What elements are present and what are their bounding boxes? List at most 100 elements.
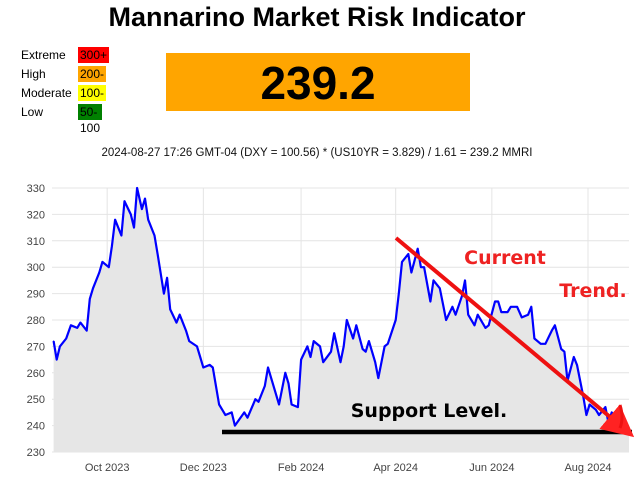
data-point [377,377,379,379]
data-point [346,319,348,321]
annotation-current: Current [464,247,546,269]
data-point [585,414,588,416]
data-point [218,403,220,406]
data-point [361,348,364,350]
data-point [136,187,138,189]
data-point [76,327,78,329]
data-point [246,417,249,419]
data-point [467,314,469,316]
data-point [554,324,556,326]
data-point [196,345,198,347]
data-point [221,409,223,411]
data-point [477,314,479,316]
trend-arrow [394,236,634,438]
data-point [147,219,149,221]
data-point [352,337,354,340]
x-tick-label: Aug 2024 [564,462,611,474]
data-point [604,406,606,408]
data-point [510,306,512,308]
data-point [185,329,187,332]
data-point [384,345,386,347]
data-point [313,340,315,342]
data-point [291,403,293,406]
series-area [53,188,630,452]
data-point [169,308,171,311]
series-points [52,187,630,432]
data-point [330,351,332,353]
data-point [588,403,591,406]
data-point [212,366,214,369]
data-point [89,298,91,300]
legend-label-high: High [21,67,46,81]
y-tick-label: 240 [27,421,45,433]
data-point [355,324,357,326]
data-point [123,200,126,202]
data-point [563,351,565,353]
data-point [188,340,190,342]
y-tick-label: 330 [27,183,45,195]
data-point [401,261,403,263]
data-point [278,403,280,406]
data-point [306,345,308,347]
y-tick-label: 230 [27,447,45,459]
data-point [130,213,132,215]
y-tick-label: 250 [27,394,45,406]
y-tick-label: 280 [27,315,45,327]
data-point [92,287,94,289]
y-axis-ticks: 230 240 250 260 270 280 290 300 310 320 330 [27,183,45,459]
data-point [133,227,135,229]
data-point [429,300,431,303]
data-point [432,279,435,281]
data-point [595,409,597,411]
current-value-box: 239.2 [166,53,470,111]
data-point [59,345,61,347]
data-point [175,322,178,324]
data-point [395,319,397,321]
data-point [530,306,532,308]
legend-label-extreme: Extreme [21,48,66,62]
data-point [163,293,165,295]
x-tick-label: Oct 2023 [85,462,130,474]
data-point [275,393,277,395]
data-point [234,425,236,427]
data-point [254,398,256,400]
data-point [333,332,335,334]
data-point [374,361,376,363]
data-point [144,197,146,200]
data-point [343,345,345,347]
y-tick-label: 300 [27,262,45,274]
x-tick-label: Apr 2024 [373,462,418,474]
x-tick-label: Dec 2023 [180,462,227,474]
data-point [387,343,389,345]
data-point [231,411,233,413]
data-point [473,324,476,326]
data-point [224,414,227,416]
data-point [410,271,413,274]
data-point [153,234,156,237]
data-point [417,248,419,250]
annotation-support: Support Level. [351,400,508,422]
data-point [544,343,547,345]
data-point [166,277,168,279]
y-tick-label: 290 [27,289,45,301]
data-point [209,364,211,366]
data-point [484,327,487,329]
data-point [300,359,302,361]
x-tick-label: Feb 2024 [278,462,324,474]
data-point [521,316,523,318]
data-point [500,311,502,313]
data-point [516,306,518,308]
data-point [407,253,409,255]
data-point [445,319,447,321]
data-point [98,271,100,274]
data-point [264,385,266,387]
data-point [439,287,441,289]
data-point [287,382,290,384]
y-tick-label: 320 [27,209,45,221]
data-point [101,261,104,263]
data-point [179,314,181,316]
data-point [56,359,58,361]
data-point [420,266,422,268]
data-point [284,372,286,374]
